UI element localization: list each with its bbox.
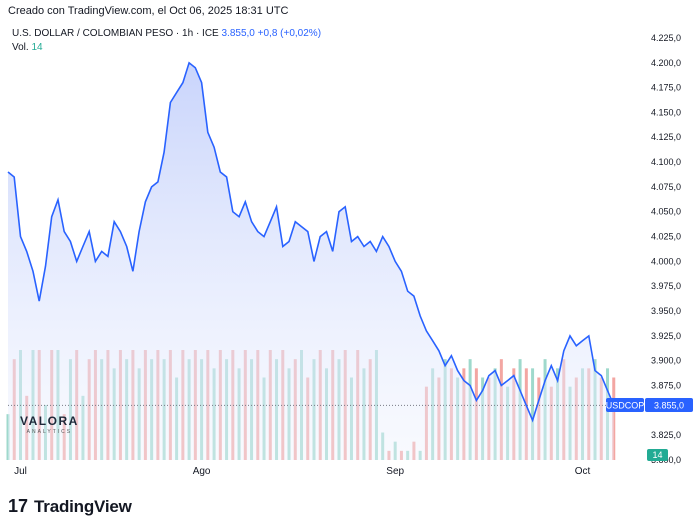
price-area-fill <box>8 62 614 461</box>
tradingview-logo-text[interactable]: TradingView <box>34 496 132 516</box>
volume-tag: 14 <box>647 449 668 461</box>
price-axis: 4.225,0 4.200,0 4.175,0 4.150,0 4.125,0 4.100… <box>651 33 681 465</box>
x-tick-label: Sep <box>386 466 404 477</box>
price-change: +0,8 (+0,02%) <box>257 28 322 39</box>
symbol-title[interactable]: U.S. DOLLAR / COLOMBIAN PESO · 1h · ICE <box>12 28 219 39</box>
x-tick-label: Jul <box>14 466 27 477</box>
valora-logo-text: VALORA <box>20 414 79 428</box>
y-tick-label: 3.825,0 <box>651 430 681 440</box>
y-tick-label: 3.900,0 <box>651 356 681 366</box>
x-tick-label: Ago <box>193 466 211 477</box>
volume-tag-text: 14 <box>652 450 662 460</box>
last-price: 3.855,0 <box>221 28 255 39</box>
y-tick-label: 3.975,0 <box>651 281 681 291</box>
y-tick-label: 4.025,0 <box>651 232 681 242</box>
y-tick-label: 4.150,0 <box>651 107 681 117</box>
valora-watermark: VALORA ANALYTICS <box>20 414 79 435</box>
volume-tag-bg <box>647 449 668 461</box>
y-tick-label: 4.125,0 <box>651 132 681 142</box>
y-tick-label: 4.175,0 <box>651 83 681 93</box>
volume-value: 14 <box>31 42 43 53</box>
volume-legend: Vol. 14 <box>12 42 43 53</box>
volume-label[interactable]: Vol. <box>12 42 29 53</box>
y-tick-label: 4.050,0 <box>651 207 681 217</box>
y-tick-label: 4.075,0 <box>651 182 681 192</box>
volume-bar <box>531 368 535 460</box>
y-tick-label: 3.875,0 <box>651 381 681 391</box>
symbol-price-tag: USDCOP 3.855,0 <box>606 398 693 412</box>
chart-caption: Creado con TradingView.com, el Oct 06, 2… <box>8 5 289 17</box>
symbol-tag-bg <box>606 398 644 412</box>
y-tick-label: 3.925,0 <box>651 331 681 341</box>
y-tick-label: 4.225,0 <box>651 33 681 43</box>
tradingview-logo-icon: 17 <box>8 496 29 516</box>
symbol-tag-text: USDCOP <box>606 401 645 411</box>
y-tick-label: 4.200,0 <box>651 58 681 68</box>
time-axis: Jul Ago Sep Oct <box>14 466 590 477</box>
symbol-legend: U.S. DOLLAR / COLOMBIAN PESO · 1h · ICE … <box>12 28 321 39</box>
price-tag-bg <box>645 398 693 412</box>
tradingview-footer: 17 TradingView <box>8 496 132 517</box>
y-tick-label: 4.100,0 <box>651 157 681 167</box>
price-line <box>7 61 615 423</box>
y-tick-label: 3.950,0 <box>651 306 681 316</box>
valora-logo-sub: ANALYTICS <box>26 429 73 435</box>
price-tag-text: 3.855,0 <box>654 401 684 411</box>
x-tick-label: Oct <box>575 466 591 477</box>
y-tick-label: 4.000,0 <box>651 256 681 266</box>
